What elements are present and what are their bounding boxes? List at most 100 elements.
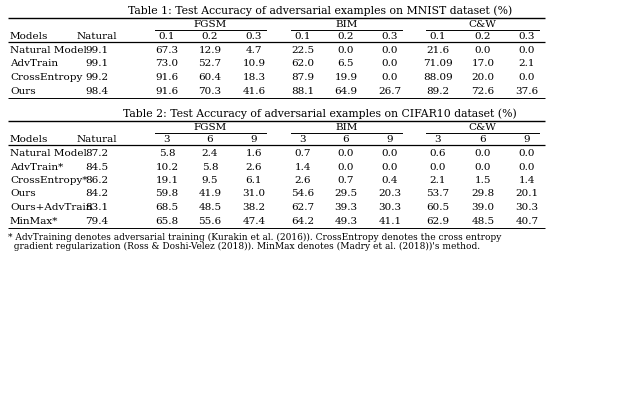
Text: 31.0: 31.0 xyxy=(243,189,266,198)
Text: 83.1: 83.1 xyxy=(85,203,109,212)
Text: 73.0: 73.0 xyxy=(156,60,179,69)
Text: 64.2: 64.2 xyxy=(291,216,315,225)
Text: * AdvTraining denotes adversarial training (Kurakin et al. (2016)). CrossEntropy: * AdvTraining denotes adversarial traini… xyxy=(8,233,501,242)
Text: 1.4: 1.4 xyxy=(295,162,311,172)
Text: 20.0: 20.0 xyxy=(472,73,495,82)
Text: 0.0: 0.0 xyxy=(381,60,398,69)
Text: 0.3: 0.3 xyxy=(519,32,535,41)
Text: 98.4: 98.4 xyxy=(85,87,109,96)
Text: 19.9: 19.9 xyxy=(335,73,358,82)
Text: 3: 3 xyxy=(300,135,307,144)
Text: gradient regularization (Ross & Doshi-Velez (2018)). MinMax denotes (Madry et al: gradient regularization (Ross & Doshi-Ve… xyxy=(8,242,480,251)
Text: 6: 6 xyxy=(480,135,486,144)
Text: CrossEntropy: CrossEntropy xyxy=(10,73,83,82)
Text: 89.2: 89.2 xyxy=(426,87,449,96)
Text: 4.7: 4.7 xyxy=(246,46,262,55)
Text: 48.5: 48.5 xyxy=(472,216,495,225)
Text: C&W: C&W xyxy=(468,20,497,29)
Text: Ours+AdvTrain: Ours+AdvTrain xyxy=(10,203,93,212)
Text: 41.1: 41.1 xyxy=(378,216,401,225)
Text: 29.5: 29.5 xyxy=(335,189,358,198)
Text: 60.4: 60.4 xyxy=(198,73,221,82)
Text: 1.4: 1.4 xyxy=(519,176,535,185)
Text: 88.09: 88.09 xyxy=(423,73,453,82)
Text: 9: 9 xyxy=(524,135,531,144)
Text: 0.0: 0.0 xyxy=(519,162,535,172)
Text: 0.0: 0.0 xyxy=(381,46,398,55)
Text: 9.5: 9.5 xyxy=(202,176,218,185)
Text: Ours: Ours xyxy=(10,87,36,96)
Text: Table 2: Test Accuracy of adversarial examples on CIFAR10 dataset (%): Table 2: Test Accuracy of adversarial ex… xyxy=(123,108,517,119)
Text: 10.9: 10.9 xyxy=(243,60,266,69)
Text: 0.0: 0.0 xyxy=(519,46,535,55)
Text: 5.8: 5.8 xyxy=(159,149,175,158)
Text: 26.7: 26.7 xyxy=(378,87,401,96)
Text: 12.9: 12.9 xyxy=(198,46,221,55)
Text: 0.7: 0.7 xyxy=(338,176,355,185)
Text: CrossEntropy*: CrossEntropy* xyxy=(10,176,88,185)
Text: 87.2: 87.2 xyxy=(85,149,109,158)
Text: 0.1: 0.1 xyxy=(159,32,175,41)
Text: 10.2: 10.2 xyxy=(156,162,179,172)
Text: 91.6: 91.6 xyxy=(156,73,179,82)
Text: 37.6: 37.6 xyxy=(515,87,539,96)
Text: Models: Models xyxy=(10,135,49,144)
Text: 6.5: 6.5 xyxy=(338,60,355,69)
Text: 0.0: 0.0 xyxy=(338,46,355,55)
Text: 99.1: 99.1 xyxy=(85,46,109,55)
Text: 71.09: 71.09 xyxy=(423,60,453,69)
Text: 0.2: 0.2 xyxy=(202,32,218,41)
Text: 30.3: 30.3 xyxy=(378,203,401,212)
Text: Natural: Natural xyxy=(77,135,117,144)
Text: C&W: C&W xyxy=(468,123,497,132)
Text: 6: 6 xyxy=(207,135,213,144)
Text: 53.7: 53.7 xyxy=(426,189,449,198)
Text: 20.3: 20.3 xyxy=(378,189,401,198)
Text: 5.8: 5.8 xyxy=(202,162,218,172)
Text: 68.5: 68.5 xyxy=(156,203,179,212)
Text: 59.8: 59.8 xyxy=(156,189,179,198)
Text: 40.7: 40.7 xyxy=(515,216,539,225)
Text: BIM: BIM xyxy=(335,20,358,29)
Text: 65.8: 65.8 xyxy=(156,216,179,225)
Text: 3: 3 xyxy=(164,135,170,144)
Text: 19.1: 19.1 xyxy=(156,176,179,185)
Text: Natural: Natural xyxy=(77,32,117,41)
Text: Ours: Ours xyxy=(10,189,36,198)
Text: FGSM: FGSM xyxy=(194,123,227,132)
Text: 62.7: 62.7 xyxy=(291,203,315,212)
Text: 62.0: 62.0 xyxy=(291,60,315,69)
Text: 39.0: 39.0 xyxy=(472,203,495,212)
Text: 0.0: 0.0 xyxy=(381,162,398,172)
Text: 18.3: 18.3 xyxy=(243,73,266,82)
Text: AdvTrain: AdvTrain xyxy=(10,60,58,69)
Text: Natural Model: Natural Model xyxy=(10,149,87,158)
Text: 17.0: 17.0 xyxy=(472,60,495,69)
Text: 0.2: 0.2 xyxy=(338,32,355,41)
Text: 87.9: 87.9 xyxy=(291,73,315,82)
Text: Models: Models xyxy=(10,32,49,41)
Text: 30.3: 30.3 xyxy=(515,203,539,212)
Text: 0.0: 0.0 xyxy=(475,46,492,55)
Text: 9: 9 xyxy=(251,135,257,144)
Text: 0.3: 0.3 xyxy=(246,32,262,41)
Text: 72.6: 72.6 xyxy=(472,87,495,96)
Text: 0.0: 0.0 xyxy=(381,149,398,158)
Text: 70.3: 70.3 xyxy=(198,87,221,96)
Text: 0.0: 0.0 xyxy=(475,149,492,158)
Text: 41.6: 41.6 xyxy=(243,87,266,96)
Text: 0.0: 0.0 xyxy=(338,149,355,158)
Text: FGSM: FGSM xyxy=(194,20,227,29)
Text: 2.6: 2.6 xyxy=(295,176,311,185)
Text: 0.0: 0.0 xyxy=(475,162,492,172)
Text: 41.9: 41.9 xyxy=(198,189,221,198)
Text: 0.3: 0.3 xyxy=(381,32,398,41)
Text: 9: 9 xyxy=(387,135,394,144)
Text: 38.2: 38.2 xyxy=(243,203,266,212)
Text: 3: 3 xyxy=(435,135,442,144)
Text: 91.6: 91.6 xyxy=(156,87,179,96)
Text: 84.5: 84.5 xyxy=(85,162,109,172)
Text: 21.6: 21.6 xyxy=(426,46,449,55)
Text: 20.1: 20.1 xyxy=(515,189,539,198)
Text: 62.9: 62.9 xyxy=(426,216,449,225)
